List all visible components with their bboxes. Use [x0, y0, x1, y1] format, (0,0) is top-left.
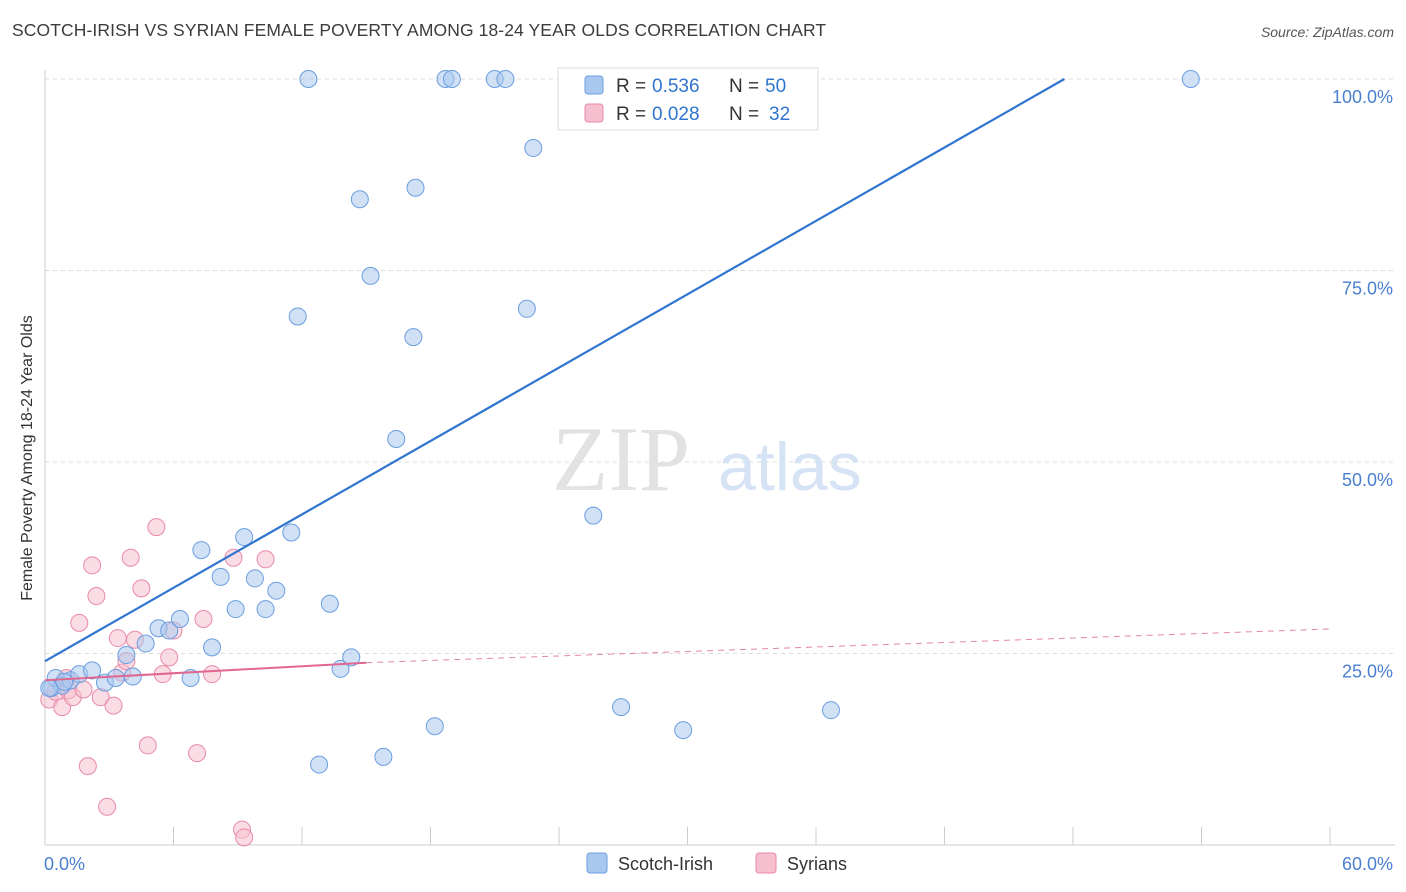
scotch-irish-point-17	[211, 567, 230, 586]
y-tick-label-0: 25.0%	[1342, 662, 1393, 682]
axes	[44, 70, 1395, 846]
syrians-point-24	[188, 744, 207, 763]
scotch-irish-point-38	[442, 70, 461, 88]
x-tick-label-1: 60.0%	[1342, 854, 1393, 874]
scotch-irish-point-7	[106, 669, 125, 688]
scotch-irish-point-18	[226, 600, 245, 619]
syrians-point-20	[147, 518, 166, 537]
scotch-irish-point-47	[1181, 70, 1200, 88]
scotch-irish-point-5	[83, 661, 102, 680]
syrians-trend-line	[44, 661, 367, 682]
scotch-irish-points	[40, 70, 1200, 774]
watermark: ZIP atlas	[552, 408, 862, 510]
legend-r-value-syrians: 0.028	[652, 104, 700, 125]
watermark-atlas: atlas	[718, 429, 862, 505]
scotch-irish-point-19	[235, 528, 254, 547]
scotch-irish-point-49	[55, 672, 74, 691]
scotch-irish-point-25	[299, 70, 318, 88]
chart-title: SCOTCH-IRISH VS SYRIAN FEMALE POVERTY AM…	[12, 20, 827, 40]
legend-series: Scotch-Irish Syrians	[586, 852, 847, 874]
legend-n-label-syrians: N =	[729, 104, 759, 125]
y-tick-labels: 25.0% 50.0% 75.0% 100.0%	[1332, 87, 1393, 682]
scotch-irish-point-30	[350, 190, 369, 209]
scotch-irish-point-13	[170, 610, 189, 629]
chart-source: Source: ZipAtlas.com	[1260, 24, 1394, 40]
syrians-point-11	[98, 797, 117, 816]
scotch-irish-point-36	[425, 717, 444, 736]
x-tick-labels: 0.0% 60.0%	[44, 854, 1393, 874]
scotch-irish-point-41	[524, 138, 543, 157]
scotch-irish-point-23	[282, 523, 301, 542]
syrians-point-19	[138, 736, 157, 755]
scotch-irish-point-48	[40, 678, 59, 697]
syrians-point-26	[203, 665, 222, 684]
syrians-point-29	[235, 828, 254, 847]
y-tick-label-2: 75.0%	[1342, 279, 1393, 299]
legend-bottom-swatch-scotch-irish	[586, 852, 608, 874]
syrians-point-25	[194, 610, 213, 629]
syrians-point-18	[132, 579, 151, 598]
scotch-irish-point-14	[181, 669, 200, 688]
scotch-irish-point-15	[192, 541, 211, 560]
scotch-irish-point-24	[288, 307, 307, 326]
scotch-irish-point-33	[387, 430, 406, 449]
legend-stats: R = 0.536 N = 50 R = 0.028 N = 32	[557, 67, 819, 131]
scotch-irish-point-10	[136, 634, 155, 653]
syrians-point-5	[70, 613, 89, 632]
scotch-irish-point-40	[496, 70, 515, 88]
scotch-irish-point-12	[160, 621, 179, 640]
scotch-irish-point-44	[612, 698, 631, 717]
legend-swatch-scotch-irish	[584, 75, 604, 95]
scotch-irish-point-26	[310, 755, 329, 774]
syrians-point-30	[256, 550, 275, 569]
scotch-irish-point-9	[117, 646, 136, 665]
scotch-irish-point-32	[374, 747, 393, 766]
scotch-irish-point-31	[361, 266, 380, 285]
syrians-point-22	[160, 648, 179, 667]
legend-r-label-syrians: R =	[616, 104, 646, 125]
grid-lines	[45, 78, 1395, 654]
legend-n-value-syrians: 32	[769, 104, 790, 125]
scotch-irish-point-35	[406, 178, 425, 197]
legend-bottom-label-scotch-irish: Scotch-Irish	[618, 854, 713, 874]
legend-r-value-scotch-irish: 0.536	[652, 76, 700, 97]
scotch-irish-point-21	[256, 600, 275, 619]
scotch-irish-point-27	[320, 594, 339, 613]
syrians-trend-extension	[366, 628, 1331, 664]
legend-swatch-syrians	[584, 103, 604, 123]
x-tick-label-0: 0.0%	[44, 854, 85, 874]
trend-lines	[44, 78, 1331, 682]
legend-n-label-scotch-irish: N =	[729, 76, 759, 97]
syrians-point-8	[83, 556, 102, 575]
scotch-irish-point-16	[203, 638, 222, 657]
scotch-irish-point-20	[245, 569, 264, 588]
syrians-point-12	[104, 696, 123, 715]
scotch-irish-point-34	[404, 328, 423, 347]
legend-n-value-scotch-irish: 50	[765, 76, 786, 97]
scotch-irish-point-46	[821, 701, 840, 720]
watermark-zip: ZIP	[552, 408, 690, 510]
y-tick-label-3: 100.0%	[1332, 87, 1393, 107]
legend-r-label-scotch-irish: R =	[616, 76, 646, 97]
legend-bottom-swatch-syrians	[755, 852, 777, 874]
syrians-point-16	[121, 548, 140, 567]
syrians-point-13	[108, 629, 127, 648]
scotch-irish-point-42	[517, 299, 536, 318]
scotch-irish-point-22	[267, 581, 286, 600]
y-tick-label-1: 50.0%	[1342, 470, 1393, 490]
syrians-point-9	[87, 587, 106, 606]
legend-bottom-label-syrians: Syrians	[787, 854, 847, 874]
scotch-irish-point-43	[584, 506, 603, 525]
syrians-point-7	[78, 757, 97, 776]
scotch-irish-point-29	[342, 648, 361, 667]
scotch-irish-trend-line	[44, 78, 1065, 663]
scotch-irish-point-45	[674, 721, 693, 740]
